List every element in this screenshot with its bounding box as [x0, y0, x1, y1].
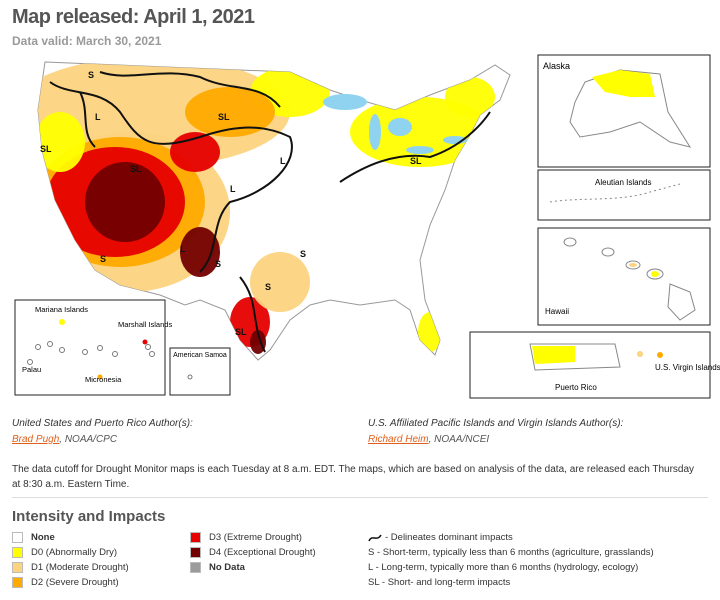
impact-label: L [280, 156, 286, 166]
impact-label: S [88, 70, 94, 80]
legend-impact: S - Short-term, typically less than 6 mo… [368, 545, 654, 560]
author-affiliation: , NOAA/CPC [59, 434, 118, 445]
region-label: Mariana Islands [35, 305, 88, 314]
divider [12, 497, 708, 498]
pacific-drought [59, 319, 65, 325]
impact-label: S [100, 254, 106, 264]
impact-label: SL - Short- and long-term impacts [368, 577, 511, 588]
legend-swatch [190, 547, 201, 558]
drought-area [180, 227, 220, 277]
usvi-shape [657, 352, 663, 358]
impact-line-icon [368, 534, 382, 541]
legend-impact: - Delineates dominant impacts [368, 530, 513, 545]
legend-impact: L - Long-term, typically more than 6 mon… [368, 560, 638, 575]
samoa-shape [187, 374, 193, 380]
aleutian-shape [549, 183, 681, 203]
legend-item: D4 (Exceptional Drought) [190, 545, 316, 560]
impact-label: SL [218, 112, 230, 122]
drought-area [445, 77, 495, 117]
drought-area [38, 112, 85, 172]
lakes [323, 94, 467, 154]
hawaii-drought [651, 271, 659, 277]
pacific-islands [27, 341, 155, 365]
author-block: U.S. Affiliated Pacific Islands and Virg… [368, 418, 623, 447]
legend-item: D3 (Extreme Drought) [190, 530, 302, 545]
impact-lines [49, 71, 491, 353]
legend-title: Intensity and Impacts [12, 508, 166, 525]
impact-label: SL [410, 156, 422, 166]
subtitle: Data valid: March 30, 2021 [12, 34, 162, 48]
region-label: U.S. Virgin Islands [655, 363, 720, 372]
author-link[interactable]: Brad Pugh [12, 434, 60, 445]
impact-label: SL [40, 144, 52, 154]
drought-area [250, 330, 266, 354]
title: Map released: April 1, 2021 [12, 6, 255, 28]
inset-frame [537, 169, 711, 221]
region-label: Alaska [543, 61, 570, 71]
hawaii-drought [629, 263, 637, 267]
pr-drought [532, 346, 575, 364]
author-link[interactable]: Richard Heim [368, 434, 429, 445]
legend-label: None [31, 532, 55, 543]
region-label: American Samoa [173, 352, 227, 359]
legend-impact: SL - Short- and long-term impacts [368, 575, 510, 590]
impact-label: S - Short-term, typically less than 6 mo… [368, 547, 654, 558]
author-affiliation: , NOAA/NCEI [428, 434, 490, 445]
legend-label: D4 (Exceptional Drought) [209, 547, 316, 558]
region-label: Micronesia [85, 375, 122, 384]
drought-area [185, 87, 275, 137]
legend-item: No Data [190, 560, 245, 575]
legend-swatch [12, 577, 23, 588]
impact-label: S [300, 249, 306, 259]
pacific-drought [142, 339, 148, 345]
hawaii-shape [563, 237, 696, 321]
note: The data cutoff for Drought Monitor maps… [12, 464, 695, 490]
impact-label: S [265, 282, 271, 292]
impact-label: L - Long-term, typically more than 6 mon… [368, 562, 639, 573]
pacific-drought [97, 374, 103, 380]
legend-label: No Data [209, 562, 245, 573]
alaska-shape [569, 69, 692, 148]
impact-label: SL [130, 164, 142, 174]
alaska-drought [592, 70, 655, 97]
region-label: Hawaii [545, 307, 569, 316]
impact-label: - Delineates dominant impacts [385, 532, 513, 543]
legend-swatch [190, 562, 201, 573]
drought-areas [38, 62, 495, 354]
impact-label: SL [235, 327, 247, 337]
author-heading: U.S. Affiliated Pacific Islands and Virg… [368, 418, 624, 429]
region-label: Puerto Rico [555, 383, 597, 392]
legend-label: D2 (Severe Drought) [31, 577, 119, 588]
legend-item: None [12, 530, 55, 545]
region-label: Marshall Islands [118, 320, 172, 329]
legend-label: D0 (Abnormally Dry) [31, 547, 118, 558]
legend-item: D0 (Abnormally Dry) [12, 545, 117, 560]
legend-swatch [12, 532, 23, 543]
drought-area [350, 97, 490, 167]
legend-swatch [12, 562, 23, 573]
legend-swatch [12, 547, 23, 558]
drought-map: S SL SL L L SL L SL S S S SL L S Alaska … [14, 54, 720, 399]
legend-label: D1 (Moderate Drought) [31, 562, 129, 573]
impact-labels: S SL SL L L SL L SL S S S SL L S [40, 70, 422, 337]
inset-frame [169, 347, 231, 396]
author-heading: United States and Puerto Rico Author(s): [12, 418, 193, 429]
legend-label: D3 (Extreme Drought) [209, 532, 302, 543]
drought-area [250, 252, 310, 312]
legend-swatch [190, 532, 201, 543]
impact-label: L [180, 244, 186, 254]
legend-item: D2 (Severe Drought) [12, 575, 119, 590]
drought-area [85, 162, 165, 242]
author-block: United States and Puerto Rico Author(s):… [12, 418, 193, 447]
region-label: Palau [22, 365, 41, 374]
legend-item: D1 (Moderate Drought) [12, 560, 129, 575]
region-label: Aleutian Islands [595, 178, 651, 187]
impact-label: L [95, 112, 101, 122]
impact-label: S [215, 259, 221, 269]
impact-label: L [230, 184, 236, 194]
usvi-shape [637, 351, 643, 357]
